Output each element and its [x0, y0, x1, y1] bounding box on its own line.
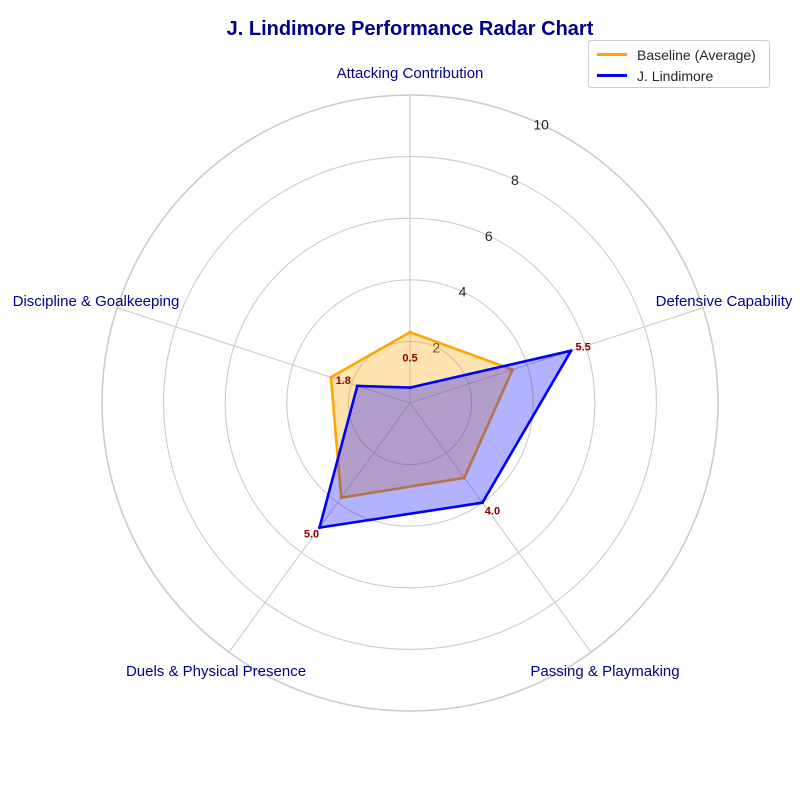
radial-tick-label-10: 10 — [533, 116, 549, 132]
category-label-3: Duels & Physical Presence — [126, 663, 306, 680]
series-0-point-1 — [511, 368, 515, 372]
data-label-1: 5.5 — [575, 342, 590, 354]
series-0-point-3 — [339, 496, 343, 500]
category-label-4: Discipline & Goalkeeping — [13, 293, 180, 310]
series-1-point-3 — [317, 526, 321, 530]
spoke-2 — [409, 402, 592, 653]
legend-swatch-baseline — [597, 53, 627, 56]
series-line-0 — [329, 330, 514, 500]
category-label-1: Defensive Capability — [656, 293, 793, 310]
series-1-point-2 — [480, 501, 484, 505]
series-area-1 — [319, 350, 572, 528]
data-label-2: 4.0 — [485, 506, 500, 518]
legend-entry-lindimore: J. Lindimore — [597, 65, 761, 86]
legend-label-baseline: Baseline (Average) — [637, 46, 756, 63]
series-0-point-4 — [329, 375, 333, 379]
radial-tick-label-4: 4 — [459, 284, 467, 300]
legend: Baseline (Average) J. Lindimore — [588, 40, 770, 88]
data-label-4: 1.8 — [336, 375, 351, 387]
chart-title: J. Lindimore Performance Radar Chart — [226, 18, 594, 40]
category-label-0: Attacking Contribution — [337, 65, 484, 82]
series-0-point-2 — [462, 476, 466, 480]
series-line-1 — [318, 349, 573, 529]
spoke-1 — [409, 307, 704, 404]
radial-tick-label-6: 6 — [485, 228, 493, 244]
series-1-point-1 — [569, 349, 573, 353]
series-1-point-0 — [408, 386, 412, 390]
data-label-0: 0.5 — [402, 353, 417, 365]
legend-label-lindimore: J. Lindimore — [637, 67, 714, 84]
legend-swatch-lindimore — [597, 74, 627, 77]
legend-entry-baseline: Baseline (Average) — [597, 44, 761, 65]
series-0-point-0 — [408, 330, 412, 334]
category-label-2: Passing & Playmaking — [530, 663, 679, 680]
series-1-point-4 — [355, 384, 359, 388]
data-label-3: 5.0 — [304, 529, 319, 541]
radial-tick-label-2: 2 — [432, 339, 440, 355]
radial-tick-label-8: 8 — [511, 172, 519, 188]
